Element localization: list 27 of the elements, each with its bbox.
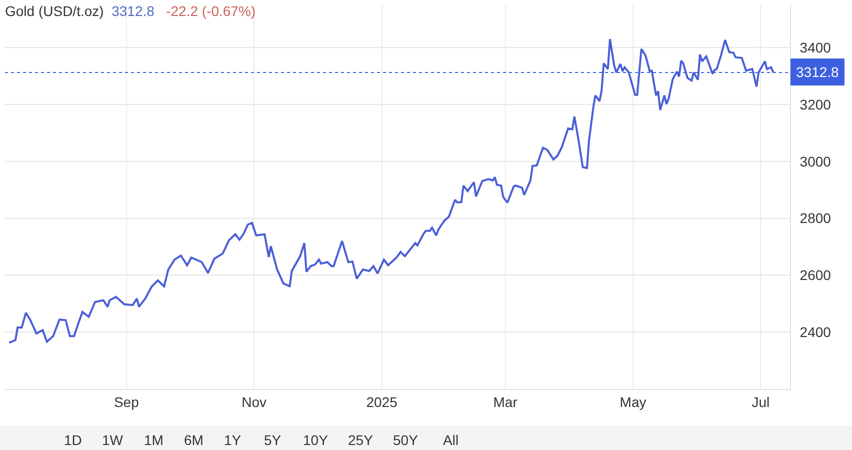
x-tick-label: Mar [493, 394, 518, 410]
y-tick-label: 3400 [800, 40, 832, 56]
x-tick-label: May [620, 394, 646, 410]
x-tick-label: Nov [242, 394, 267, 410]
text: 5Y [264, 432, 282, 448]
text: 1M [144, 432, 164, 448]
annotation: 3312.8 [112, 3, 155, 20]
text: 10Y [303, 432, 329, 448]
chart-title: Gold (USD/t.oz) [5, 3, 104, 20]
x-tick-label: Sep [114, 394, 140, 410]
y-tick-label: 2600 [800, 267, 832, 284]
text: 1Y [224, 432, 242, 448]
y-tick-label: 3200 [800, 96, 832, 112]
x-tick-label: Jul [752, 394, 770, 410]
text: All [443, 432, 459, 448]
text: 50Y [393, 432, 419, 448]
ref-line-label: 3312.8 [796, 64, 840, 80]
y-tick-label: 2400 [800, 324, 832, 340]
y-tick-label: 2800 [800, 210, 832, 226]
text: 1D [64, 432, 82, 448]
text: 1W [102, 432, 124, 448]
text: 25Y [348, 432, 374, 448]
text: 6M [184, 432, 204, 448]
x-tick-label: 2025 [366, 394, 398, 410]
line-series [8, 38, 774, 344]
y-tick-label: 3000 [800, 153, 832, 170]
annotation: -22.2 (-0.67%) [166, 3, 256, 20]
